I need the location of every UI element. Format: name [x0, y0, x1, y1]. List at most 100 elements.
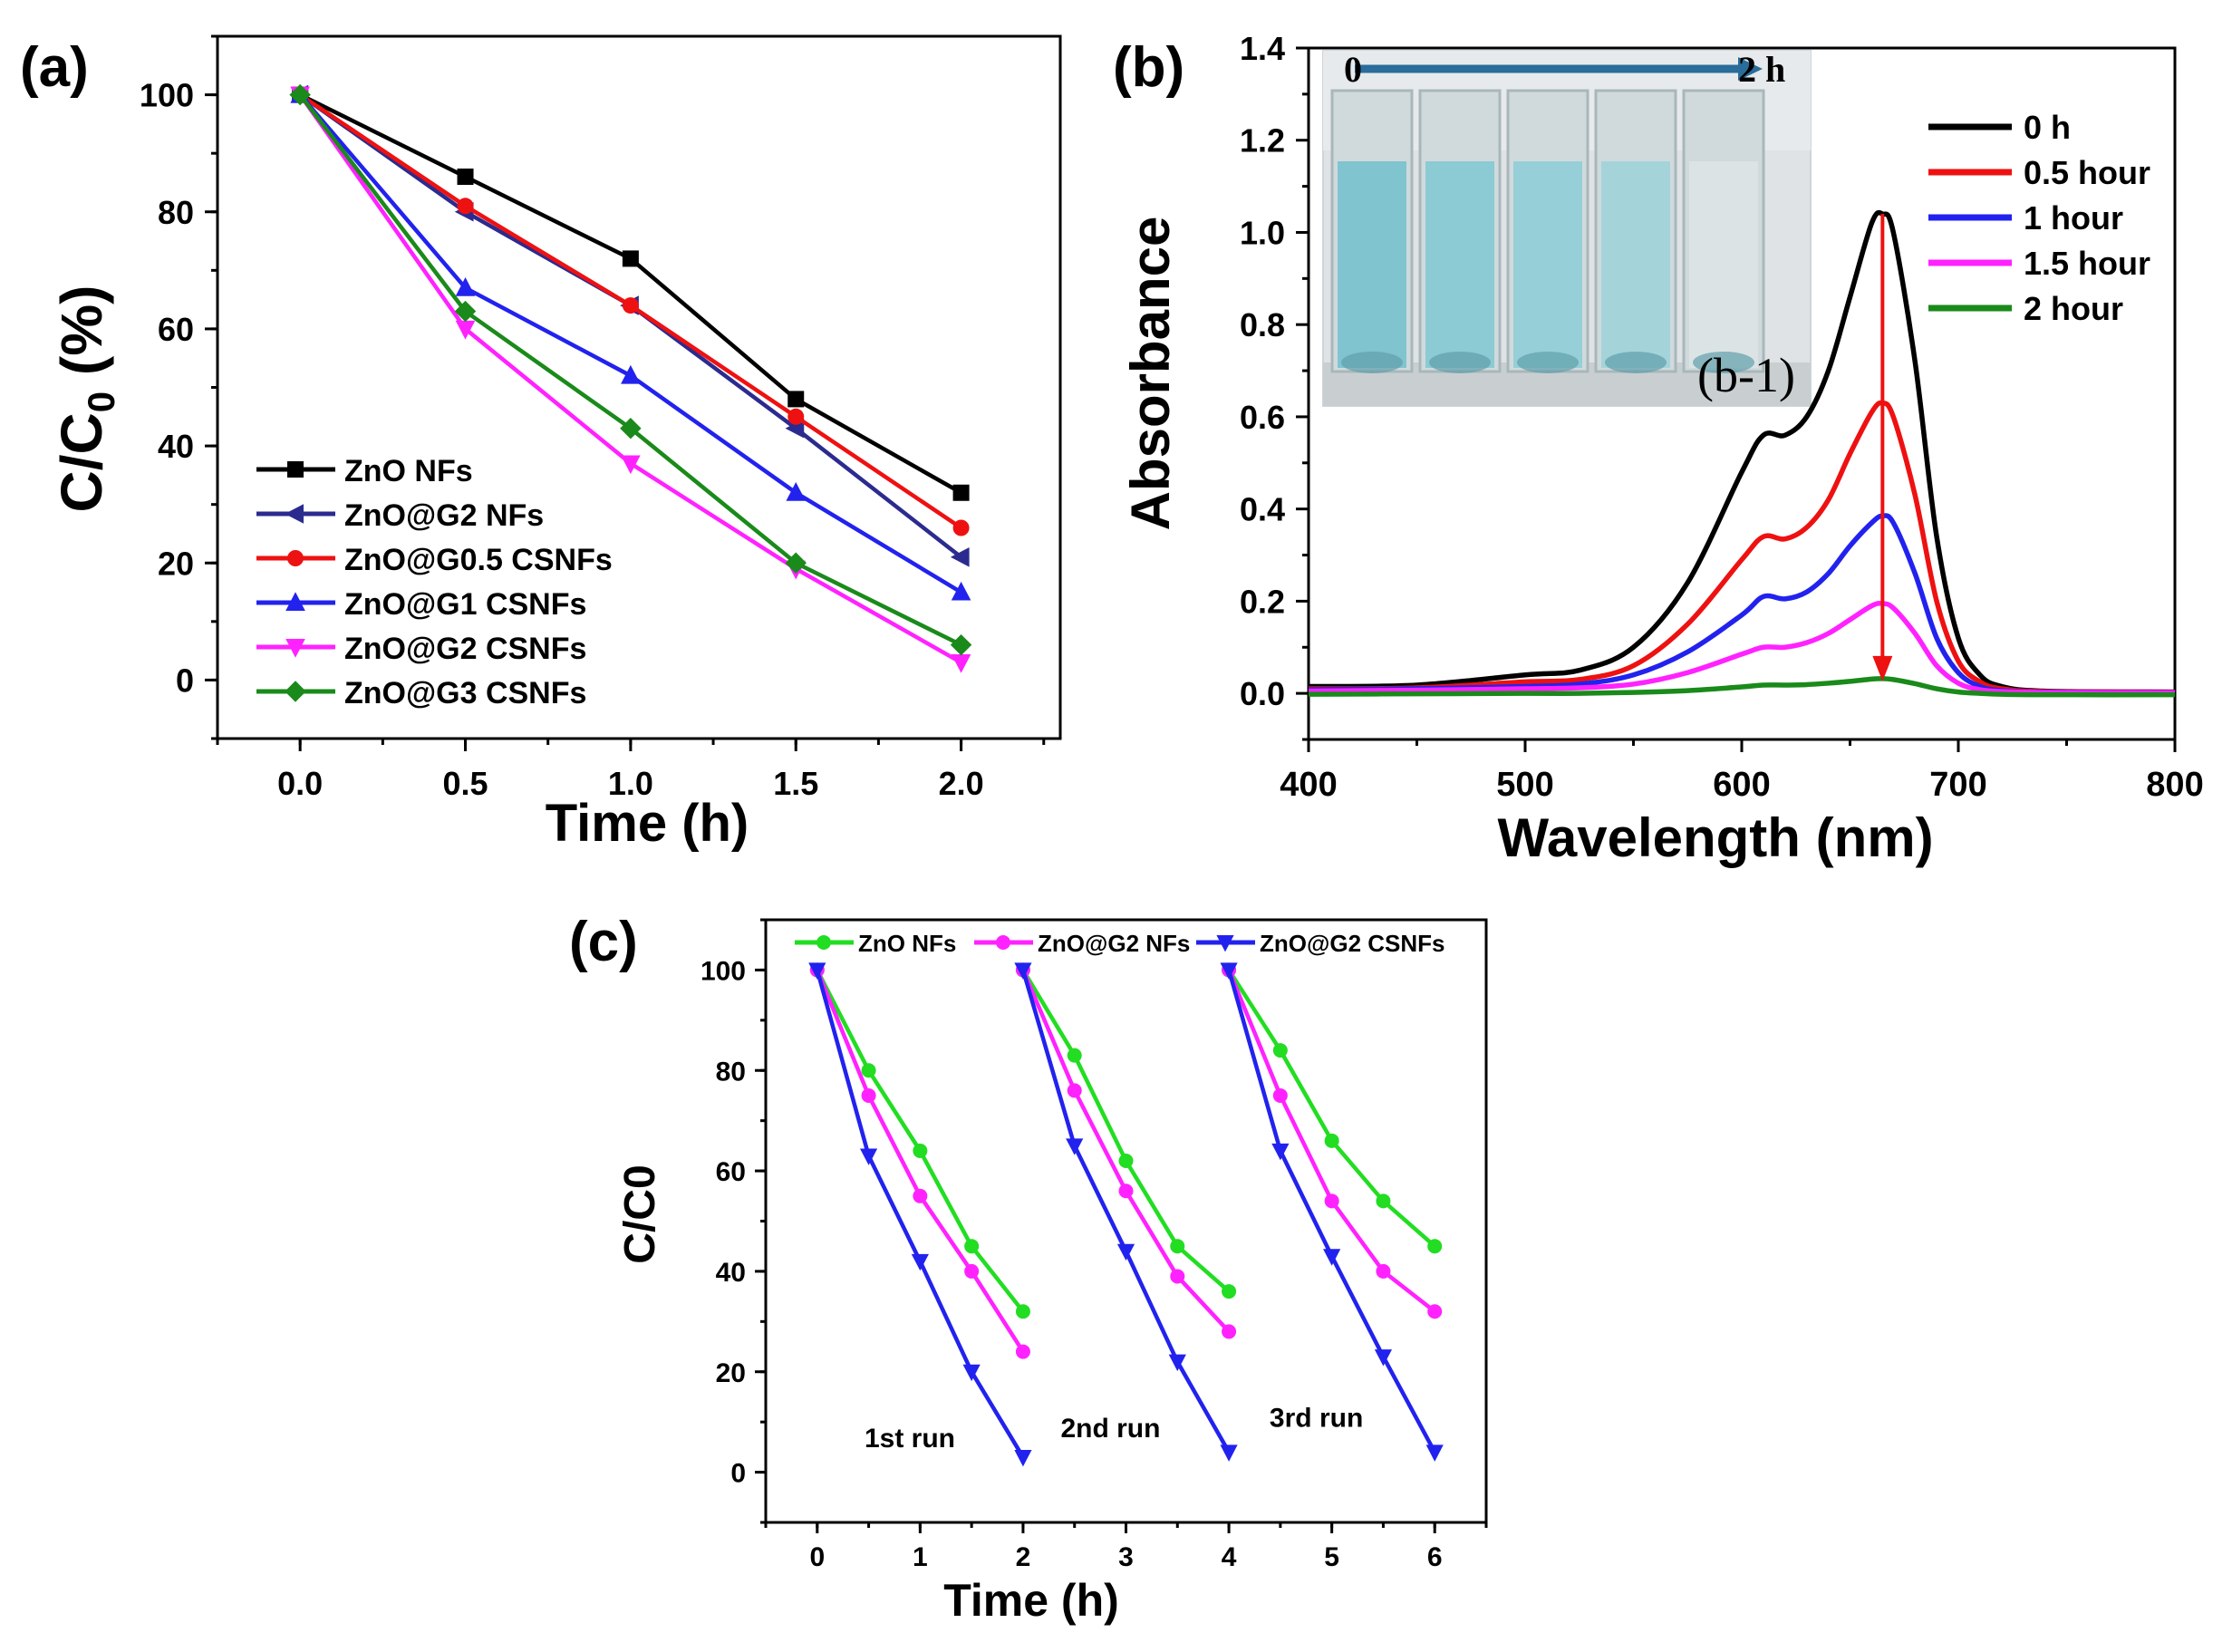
a-data-point [289, 83, 311, 106]
c-data-point [1374, 1349, 1393, 1367]
c-data-point [1170, 1239, 1185, 1254]
b-x-tick-label: 700 [1929, 766, 1986, 804]
a-legend-label: ZnO@G1 CSNFs [344, 587, 586, 622]
a-data-point [787, 391, 805, 408]
b-legend-label: 2 hour [2024, 290, 2123, 327]
b-x-tick-label: 500 [1496, 766, 1553, 804]
c-x-tick-label: 3 [1118, 1542, 1134, 1572]
a-x-tick-label: 2.0 [939, 765, 984, 802]
c-data-point [1116, 1243, 1135, 1261]
c-data-point [1427, 1304, 1443, 1319]
c-data-point [861, 1087, 876, 1103]
c-x-tick-label: 4 [1222, 1542, 1237, 1572]
c-data-point [964, 1263, 980, 1279]
a-y-tick-label: 100 [140, 77, 194, 114]
b-y-tick-label: 0.2 [1240, 583, 1285, 620]
a-ylabel-unit: (%) [49, 285, 114, 391]
panel-label-a: (a) [20, 36, 89, 99]
c-legend-marker [1216, 935, 1234, 952]
c-ylabel-main: C/C [616, 1189, 664, 1264]
a-data-point [951, 581, 971, 601]
c-data-point [1272, 1043, 1288, 1058]
a-data-point [622, 297, 639, 314]
b-annotation-arrow-head [1872, 655, 1893, 681]
cuvette-base [1517, 352, 1579, 373]
c-data-point [1118, 1154, 1134, 1168]
b-y-tick-label: 0.0 [1240, 675, 1285, 712]
a-data-point [951, 654, 971, 673]
a-data-point [622, 250, 639, 267]
b-spectrum-line [1308, 513, 2176, 695]
c-y-tick-label: 40 [716, 1258, 746, 1288]
b-legend-label: 1.5 hour [2024, 245, 2150, 282]
a-y-axis-title: C/C0 (%) [49, 285, 122, 513]
c-data-point [962, 1364, 981, 1382]
a-legend-marker [285, 639, 305, 658]
a-legend-label: ZnO@G2 NFs [344, 498, 544, 533]
a-data-point [454, 300, 477, 323]
a-data-point [950, 633, 972, 656]
c-y-axis-title: C/C0 [616, 1164, 664, 1263]
c-x-tick-label: 5 [1324, 1542, 1339, 1572]
panel-b-line-chart: (b) Absorbance Wavelength (nm) 400 500 600… [1113, 30, 2204, 868]
b-spectrum-line [1308, 209, 2176, 695]
c-data-point [1066, 1138, 1084, 1155]
cuvette-base [1429, 352, 1491, 373]
c-data-point [1014, 1449, 1032, 1467]
c-data-point [1220, 962, 1238, 980]
a-ylabel-sub: 0 [80, 391, 122, 412]
c-data-point [1376, 1193, 1391, 1209]
c-legend-label: ZnO@G2 NFs [1038, 930, 1190, 957]
inset-arrow-head [1738, 57, 1763, 81]
c-data-point [1271, 1143, 1290, 1161]
a-x-tick-label: 1.5 [773, 765, 818, 802]
inset-label: (b-1) [1697, 348, 1795, 402]
a-y-tick-label: 40 [158, 428, 194, 465]
inset-arrow-end: 2 h [1738, 49, 1785, 90]
panel-label-c: (c) [569, 911, 638, 973]
b-legend-label: 0 h [2024, 109, 2071, 146]
c-legend-marker [816, 935, 831, 950]
b-legend-label: 0.5 hour [2024, 154, 2150, 191]
c-data-point [1067, 1048, 1082, 1063]
a-legend-marker [287, 550, 304, 566]
a-y-tick-label: 0 [176, 662, 194, 699]
cuvette-group [1330, 89, 1765, 373]
a-data-point [457, 169, 474, 185]
cuvette-base [1605, 352, 1667, 373]
c-data-point [1014, 962, 1032, 980]
a-y-tick-label: 60 [158, 311, 194, 348]
b-y-tick-label: 1.4 [1240, 30, 1285, 67]
c-legend-label: ZnO@G2 CSNFs [1260, 930, 1445, 957]
c-y-tick-label: 80 [716, 1057, 746, 1087]
b-y-axis-title: Absorbance [1120, 217, 1181, 531]
c-run-label: 1st run [865, 1424, 955, 1454]
b-y-tick-label: 1.2 [1240, 122, 1285, 159]
c-data-point [913, 1188, 928, 1203]
c-data-point [808, 962, 826, 980]
b-spectrum-line [1308, 676, 2176, 698]
c-data-point [1015, 1344, 1030, 1359]
a-data-point [621, 455, 641, 475]
a-legend-marker [287, 461, 304, 478]
b-x-tick-label: 800 [2146, 766, 2203, 804]
a-y-tick-label: 80 [158, 194, 194, 231]
a-ylabel-main: C/C [49, 412, 114, 512]
a-data-point [621, 364, 641, 384]
c-data-point [1222, 1284, 1237, 1299]
a-data-point [785, 552, 807, 574]
cuvette-base [1693, 352, 1754, 373]
c-data-point [911, 1253, 929, 1271]
c-run-label: 3rd run [1270, 1404, 1363, 1434]
c-ylabel-sub: 0 [616, 1164, 664, 1189]
cuvette-liquid [1601, 161, 1670, 368]
c-y-tick-label: 60 [716, 1157, 746, 1187]
a-data-point [786, 482, 807, 501]
cuvette-liquid [1689, 161, 1758, 368]
b-legend-label: 1 hour [2024, 199, 2123, 237]
a-y-tick-label: 20 [158, 545, 194, 582]
cuvette-base [1341, 352, 1403, 373]
a-data-point [457, 198, 474, 215]
panel-c-line-chart: (c) C/C0 Time (h) 0 1 2 3 4 5 6020406080100ZnO… [569, 911, 1488, 1626]
